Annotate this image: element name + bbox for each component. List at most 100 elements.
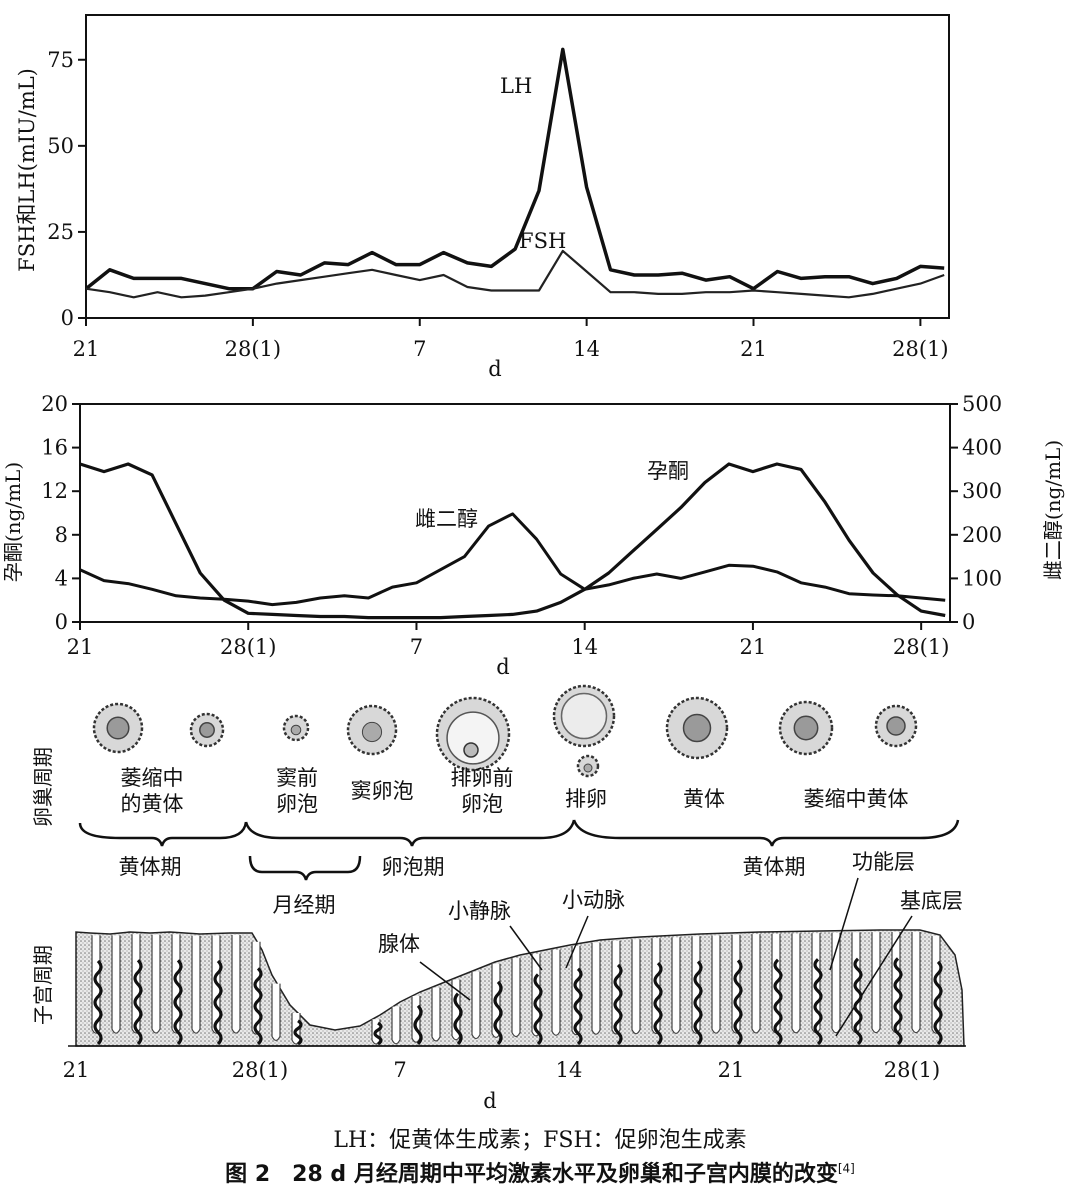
gland-shape	[751, 934, 761, 1034]
gland-shape	[791, 933, 801, 1034]
ovary-stage-label: 排卵前	[451, 766, 514, 790]
gland-pointer	[419, 961, 471, 1001]
y-right-tick-label: 500	[962, 392, 1002, 416]
gland-shape	[471, 971, 481, 1040]
uterine-cycle-panel: 子宫周期 腺体 小静脉 小动脉 功能层 基底层 21 28(1) 7 14 21 28(1…	[31, 850, 966, 1113]
uterus-x-label: d	[483, 1089, 496, 1113]
y-tick-label: 4	[55, 566, 68, 590]
menstrual-brace	[248, 855, 362, 881]
spiral-artery-line	[293, 1019, 303, 1046]
estradiol-y-label: 雌二醇(ng/mL)	[1041, 440, 1065, 580]
y-tick-label: 50	[47, 134, 74, 158]
arteriole-annotation: 小动脉	[562, 888, 625, 912]
spiral-artery-line	[733, 959, 743, 1046]
gonadotropin-x-label: d	[488, 357, 501, 381]
steroid-plot-frame	[79, 403, 951, 623]
caption-title-text: 图 2 28 d 月经周期中平均激素水平及卵巢和子宫内膜的改变	[225, 1162, 838, 1187]
gland-shape	[111, 935, 121, 1034]
progesterone-series-label: 孕酮	[647, 459, 689, 483]
x-tick-label: 21	[73, 337, 100, 361]
x-tick-label: 7	[413, 337, 426, 361]
steroid-chart: 孕酮(ng/mL) 雌二醇(ng/mL) 0 4 8 12 16 20 0 100 200 30…	[1, 392, 1065, 679]
x-tick-label: 28(1)	[892, 337, 948, 361]
corpus-core-icon	[682, 713, 712, 743]
arteriole-pointer	[565, 915, 589, 969]
uterus-x-ticks: 21 28(1) 7 14 21 28(1)	[63, 1058, 941, 1082]
x-tick-label: 7	[393, 1058, 406, 1082]
y-right-tick-label: 0	[962, 610, 975, 634]
oocyte-icon	[463, 742, 479, 758]
spiral-artery-line	[173, 959, 183, 1046]
spiral-artery-line	[413, 1004, 423, 1046]
spiral-artery-line	[933, 960, 943, 1046]
x-tick-label: 21	[67, 635, 94, 659]
spiral-artery-line	[693, 960, 703, 1046]
x-tick-label: 14	[556, 1058, 583, 1082]
luteal-brace-right	[572, 819, 960, 847]
basal-layer-pointer	[835, 915, 913, 1037]
spiral-artery-line	[893, 957, 903, 1046]
spiral-artery-line	[133, 959, 143, 1046]
menstrual-phase-label: 月经期	[273, 893, 336, 917]
gonadotropin-y-ticks: 0 25 50 75	[47, 48, 86, 330]
y-tick-label: 75	[47, 48, 74, 72]
oocyte-icon	[583, 763, 593, 773]
spiral-artery-line	[453, 992, 463, 1046]
y-right-tick-label: 400	[962, 436, 1002, 460]
gland-shape	[671, 937, 681, 1034]
ovary-stage-label: 排卵	[565, 787, 607, 811]
y-right-tick-label: 200	[962, 523, 1002, 547]
fsh-series-line	[85, 249, 945, 299]
y-tick-label: 0	[61, 306, 74, 330]
progesterone-series-line	[79, 462, 946, 620]
spiral-artery-line	[813, 958, 823, 1046]
ovary-cycle-label: 卵巢周期	[31, 747, 55, 827]
x-tick-label: 28(1)	[225, 337, 281, 361]
caption-reference: [4]	[837, 1161, 855, 1176]
functional-layer-pointer	[829, 877, 859, 971]
uterus-cycle-label: 子宫周期	[31, 945, 55, 1025]
x-tick-label: 28(1)	[220, 635, 276, 659]
oocyte-icon	[361, 721, 383, 743]
gonadotropin-chart: FSH和LH(mIU/mL) 0 25 50 75 21 28(1) 7 14 21 28(1)…	[15, 14, 950, 381]
gland-shape	[871, 932, 881, 1034]
caption-title: 图 2 28 d 月经周期中平均激素水平及卵巢和子宫内膜的改变[4]	[0, 1156, 1080, 1188]
luteal-brace-left	[78, 821, 248, 847]
spiral-artery-line	[253, 967, 263, 1046]
y-tick-label: 20	[41, 392, 68, 416]
gland-shape	[531, 953, 541, 1037]
gland-shape	[911, 932, 921, 1034]
ovary-stage-label: 窦前	[276, 766, 318, 790]
gonadotropin-plot-frame	[85, 14, 950, 319]
estradiol-y-ticks: 0 100 200 300 400 500	[950, 392, 1002, 634]
gland-shape	[191, 935, 201, 1034]
gland-shape	[431, 987, 441, 1042]
luteal-phase-label-right: 黄体期	[743, 855, 806, 879]
y-tick-label: 12	[41, 479, 68, 503]
venule-annotation: 小静脉	[448, 899, 511, 923]
gland-shape	[391, 1006, 401, 1045]
x-tick-label: 21	[63, 1058, 90, 1082]
antrum-icon	[446, 711, 500, 765]
ovary-stage-label: 萎缩中黄体	[804, 787, 909, 811]
lh-series-label: LH	[500, 74, 532, 98]
ruptured-follicle-icon	[560, 692, 608, 740]
ovary-stage-label: 窦卵泡	[351, 779, 414, 803]
follicle-illustrations	[92, 684, 918, 778]
spiral-artery-line	[613, 963, 623, 1046]
progesterone-y-label: 孕酮(ng/mL)	[1, 462, 25, 582]
y-right-tick-label: 100	[962, 566, 1002, 590]
y-right-tick-label: 300	[962, 479, 1002, 503]
gland-annotation: 腺体	[378, 932, 420, 956]
lh-series-line	[84, 47, 945, 291]
ovary-stage-label: 卵泡	[461, 792, 503, 816]
spiral-artery-line	[493, 980, 503, 1046]
spiral-artery-line	[213, 959, 223, 1046]
estradiol-series-line	[79, 512, 946, 607]
gland-shape	[151, 934, 161, 1034]
x-tick-label: 21	[718, 1058, 745, 1082]
spiral-artery-line	[373, 1021, 383, 1046]
steroid-x-label: d	[496, 655, 509, 679]
y-tick-label: 16	[41, 436, 68, 460]
